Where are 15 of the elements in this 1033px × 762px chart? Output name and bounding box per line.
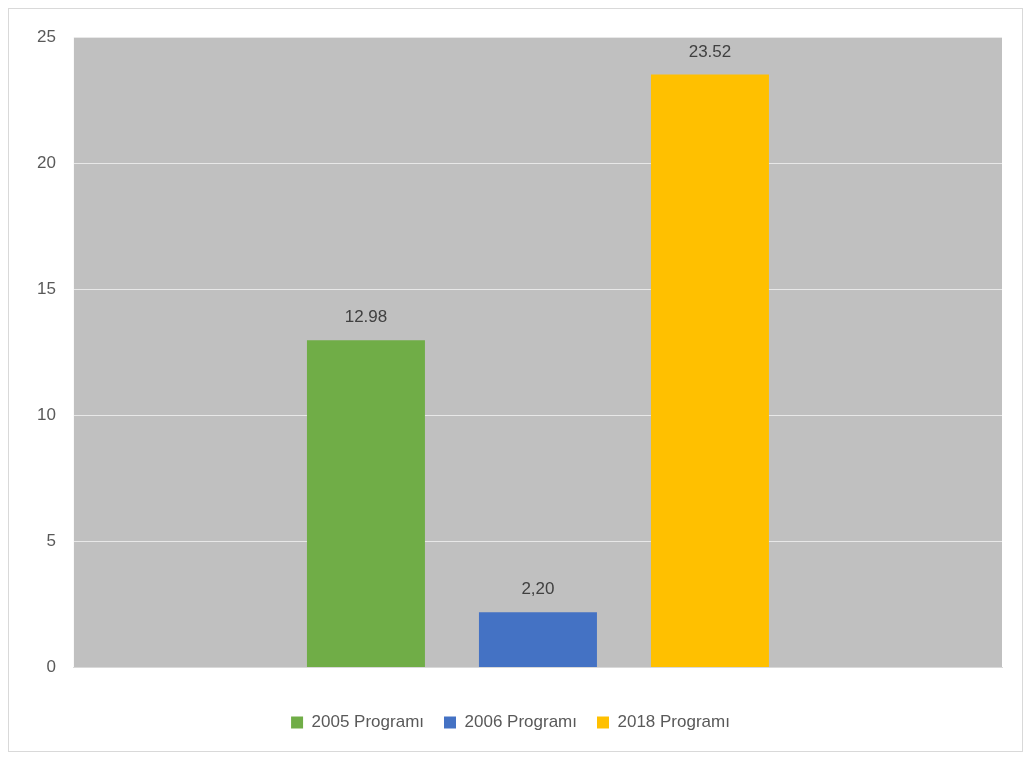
y-tick-label: 15: [36, 279, 56, 299]
y-tick-label: 20: [36, 152, 56, 172]
y-tick-label: 10: [36, 405, 56, 425]
legend-label: 2005 Programı: [311, 712, 425, 732]
data-label: 12.98: [344, 307, 388, 327]
bar: [478, 612, 597, 668]
bar: [650, 74, 769, 668]
y-tick-label: 5: [46, 531, 56, 551]
y-tick-label: 0: [46, 657, 56, 677]
legend-label: 2018 Programı: [617, 712, 730, 732]
data-label: 23.52: [688, 41, 732, 61]
bar: [306, 340, 425, 668]
y-tick-label: 25: [36, 26, 56, 46]
data-label: 2,20: [521, 579, 555, 599]
legend-label: 2006 Programı: [464, 712, 577, 732]
